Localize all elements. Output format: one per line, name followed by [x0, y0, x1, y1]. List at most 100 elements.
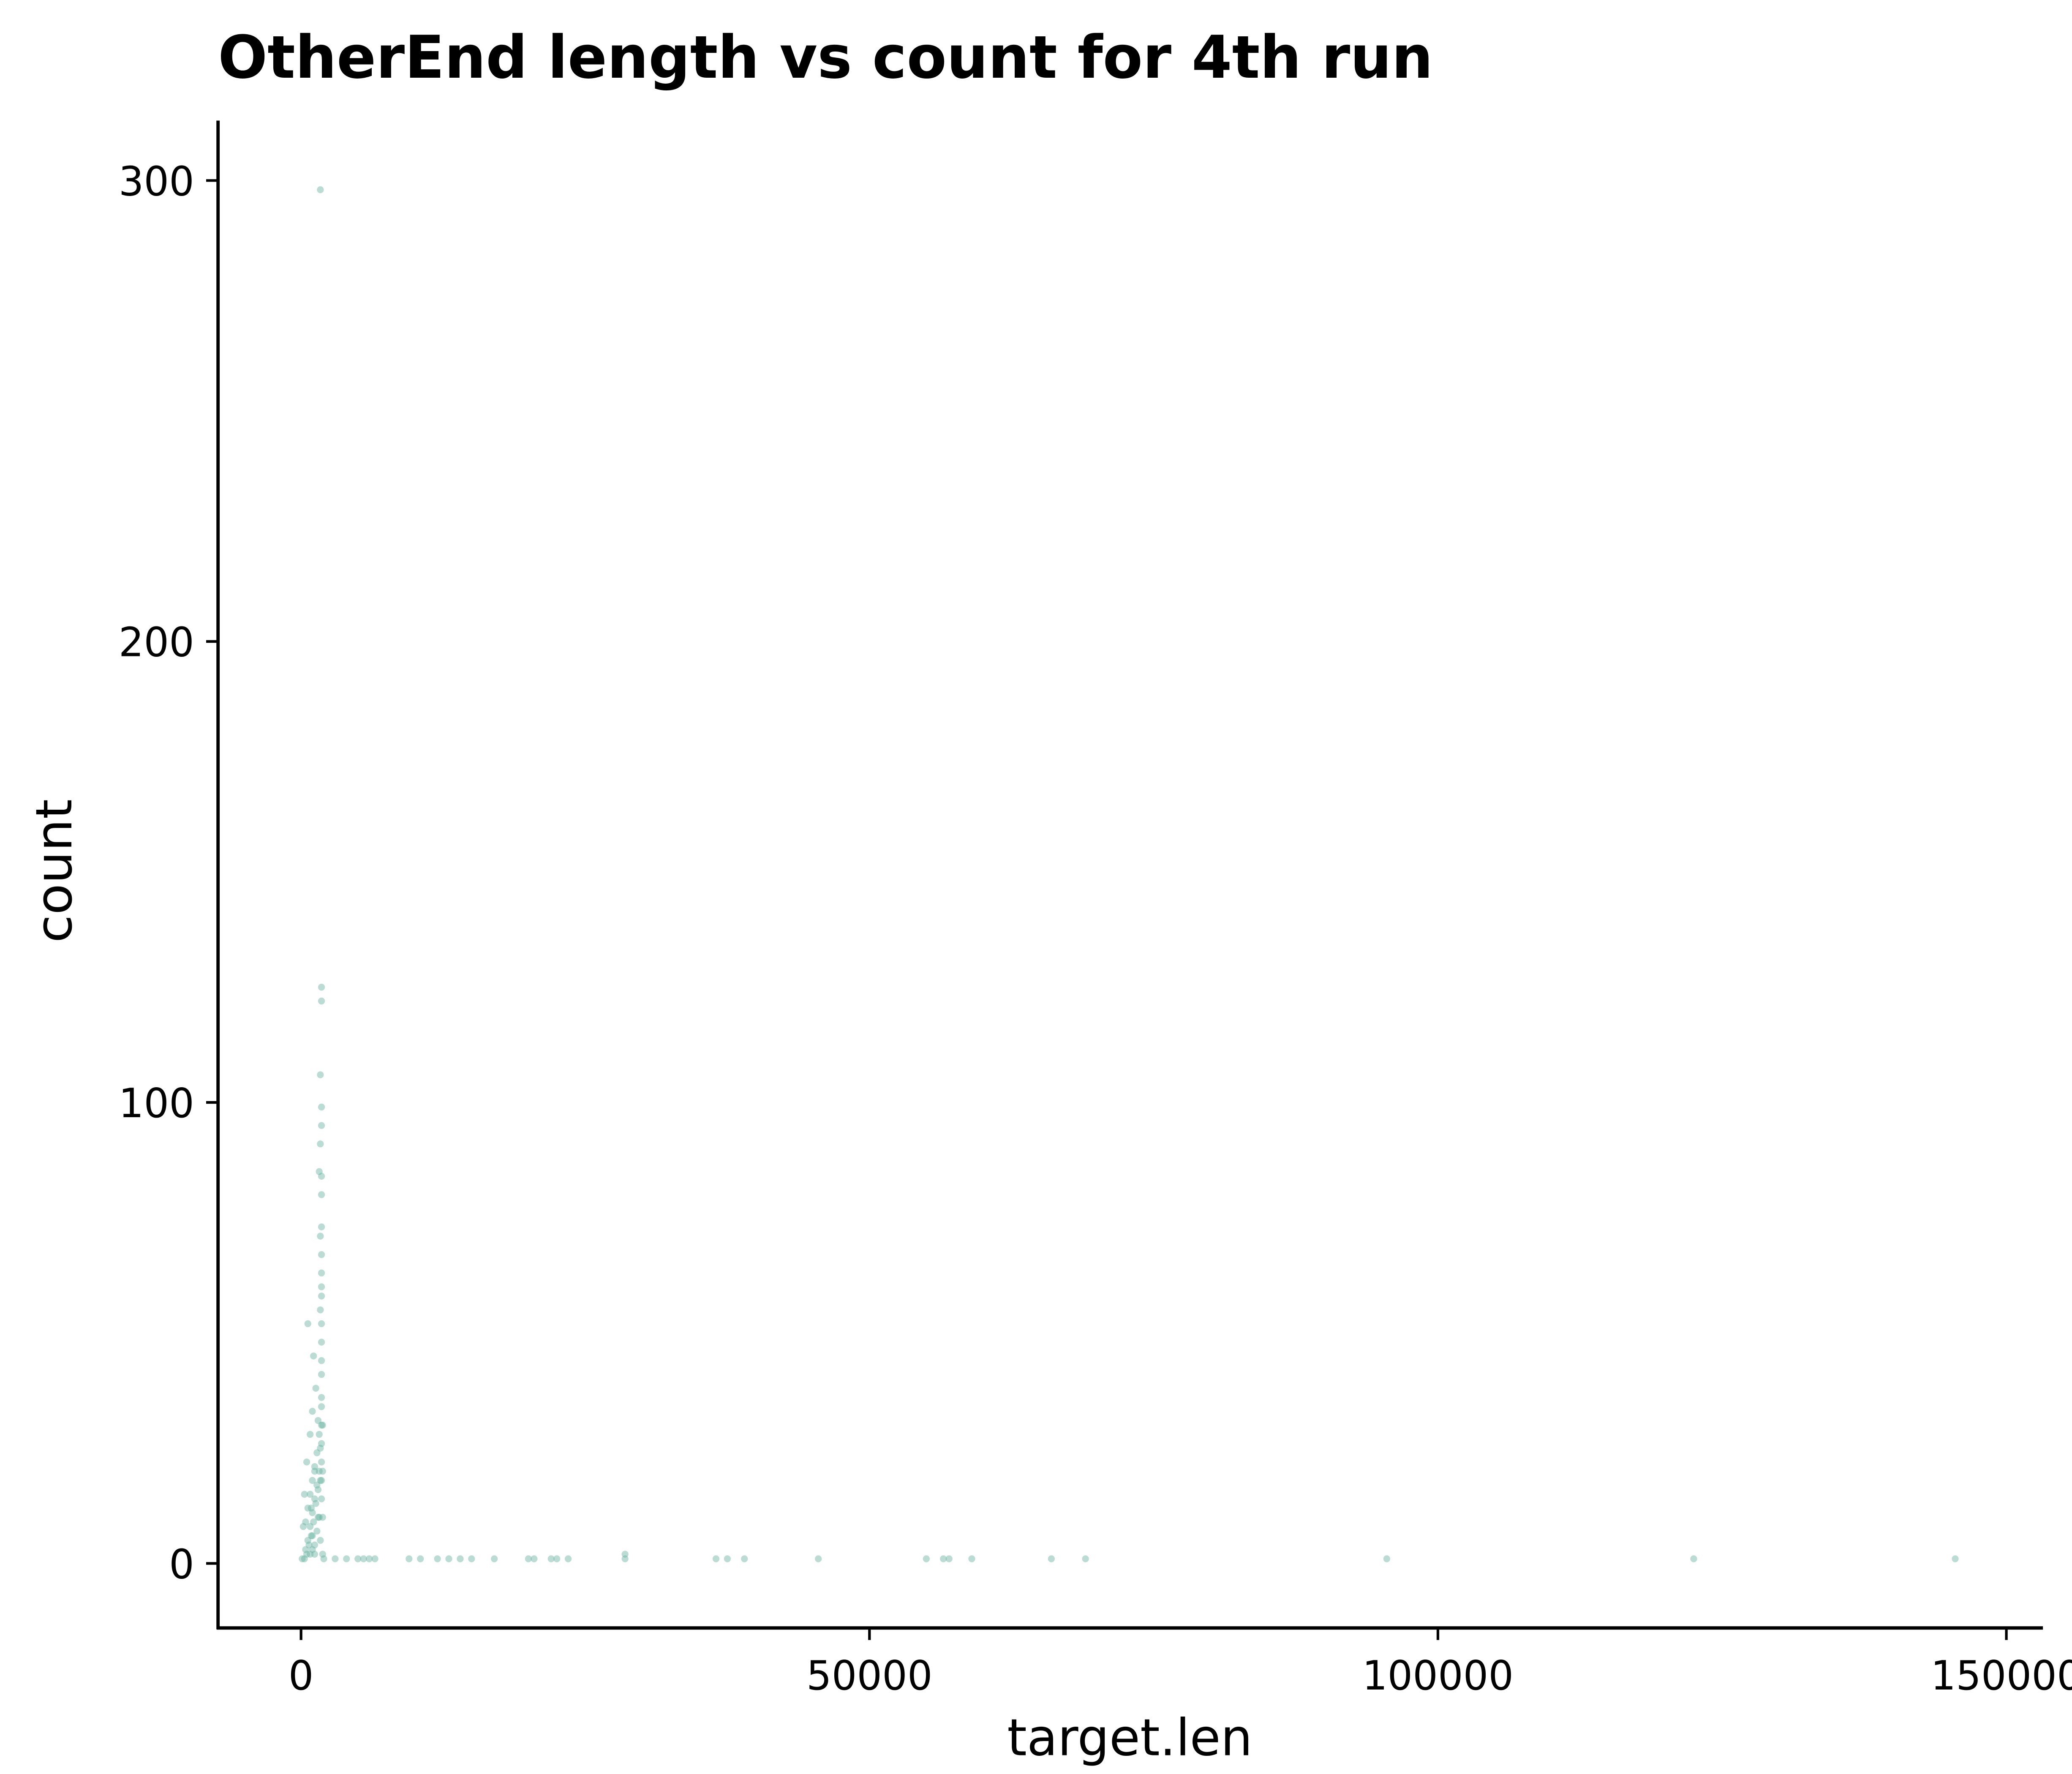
- point: [312, 1385, 319, 1392]
- point: [304, 1537, 311, 1544]
- point: [319, 1421, 326, 1429]
- point: [354, 1555, 362, 1562]
- point: [317, 1477, 324, 1484]
- point: [741, 1555, 748, 1562]
- point: [300, 1523, 307, 1530]
- point: [309, 1509, 316, 1516]
- point: [318, 1223, 325, 1230]
- point: [968, 1555, 975, 1562]
- point: [318, 1292, 325, 1300]
- point: [316, 1168, 323, 1175]
- point: [318, 1440, 325, 1447]
- point: [371, 1555, 378, 1562]
- y-tick-label: 200: [119, 619, 194, 666]
- point: [305, 1541, 313, 1549]
- point: [1048, 1555, 1055, 1562]
- point: [301, 1555, 308, 1562]
- point: [307, 1431, 314, 1438]
- point: [320, 1555, 327, 1562]
- point: [318, 1283, 325, 1290]
- point: [1952, 1555, 1959, 1562]
- point: [332, 1555, 339, 1562]
- point: [313, 1527, 321, 1535]
- point: [318, 983, 325, 991]
- point: [311, 1467, 319, 1475]
- point: [468, 1555, 475, 1562]
- point: [815, 1555, 822, 1562]
- point: [308, 1505, 315, 1512]
- point: [406, 1555, 413, 1562]
- point: [318, 1269, 325, 1277]
- point: [299, 1555, 306, 1562]
- point: [302, 1518, 309, 1526]
- point: [365, 1555, 373, 1562]
- point: [319, 1467, 326, 1475]
- y-tick-label: 100: [119, 1080, 194, 1127]
- point: [547, 1555, 555, 1562]
- point: [311, 1463, 319, 1470]
- y-tick-label: 0: [169, 1541, 194, 1588]
- point: [317, 1537, 324, 1544]
- point: [318, 1495, 325, 1502]
- chart-title: OtherEnd length vs count for 4th run: [218, 23, 1433, 92]
- point: [318, 1173, 325, 1180]
- point: [309, 1546, 316, 1553]
- point: [309, 1477, 316, 1484]
- point: [445, 1555, 452, 1562]
- point: [1383, 1555, 1390, 1562]
- point: [318, 1371, 325, 1378]
- point: [318, 1320, 325, 1328]
- point: [310, 1352, 317, 1360]
- point: [318, 1403, 325, 1410]
- point: [417, 1555, 424, 1562]
- point: [311, 1551, 319, 1558]
- x-tick-label: 0: [289, 1653, 314, 1700]
- y-axis-label: count: [25, 799, 84, 943]
- point: [525, 1555, 532, 1562]
- point: [724, 1555, 731, 1562]
- point: [316, 1514, 323, 1521]
- point: [360, 1555, 367, 1562]
- point: [1082, 1555, 1089, 1562]
- point: [318, 1122, 325, 1129]
- point: [317, 186, 324, 193]
- point: [945, 1555, 953, 1562]
- point: [301, 1491, 308, 1498]
- point: [317, 1071, 324, 1078]
- point: [312, 1500, 319, 1507]
- x-axis-label: target.len: [1007, 1709, 1252, 1768]
- point: [621, 1551, 629, 1558]
- point: [313, 1449, 321, 1456]
- point: [712, 1555, 720, 1562]
- point: [491, 1555, 498, 1562]
- y-tick-label: 300: [119, 158, 194, 205]
- point: [319, 1551, 326, 1558]
- x-tick-label: 50000: [806, 1653, 933, 1700]
- point: [309, 1532, 316, 1540]
- point: [303, 1551, 310, 1558]
- point: [317, 1233, 324, 1240]
- point: [318, 1191, 325, 1198]
- point: [319, 1514, 326, 1521]
- points: [299, 186, 1959, 1562]
- point: [313, 1481, 321, 1489]
- point: [304, 1505, 311, 1512]
- point: [621, 1555, 629, 1562]
- point: [308, 1532, 315, 1540]
- point: [314, 1417, 322, 1424]
- point: [318, 1339, 325, 1346]
- point: [314, 1514, 322, 1521]
- point: [923, 1555, 930, 1562]
- point: [310, 1518, 317, 1526]
- point: [434, 1555, 441, 1562]
- x-tick-label: 150000: [1931, 1653, 2072, 1700]
- point: [303, 1458, 310, 1466]
- point: [317, 1140, 324, 1148]
- point: [318, 1103, 325, 1111]
- point: [307, 1523, 314, 1530]
- point: [302, 1546, 309, 1553]
- point: [311, 1495, 319, 1502]
- point: [318, 1357, 325, 1364]
